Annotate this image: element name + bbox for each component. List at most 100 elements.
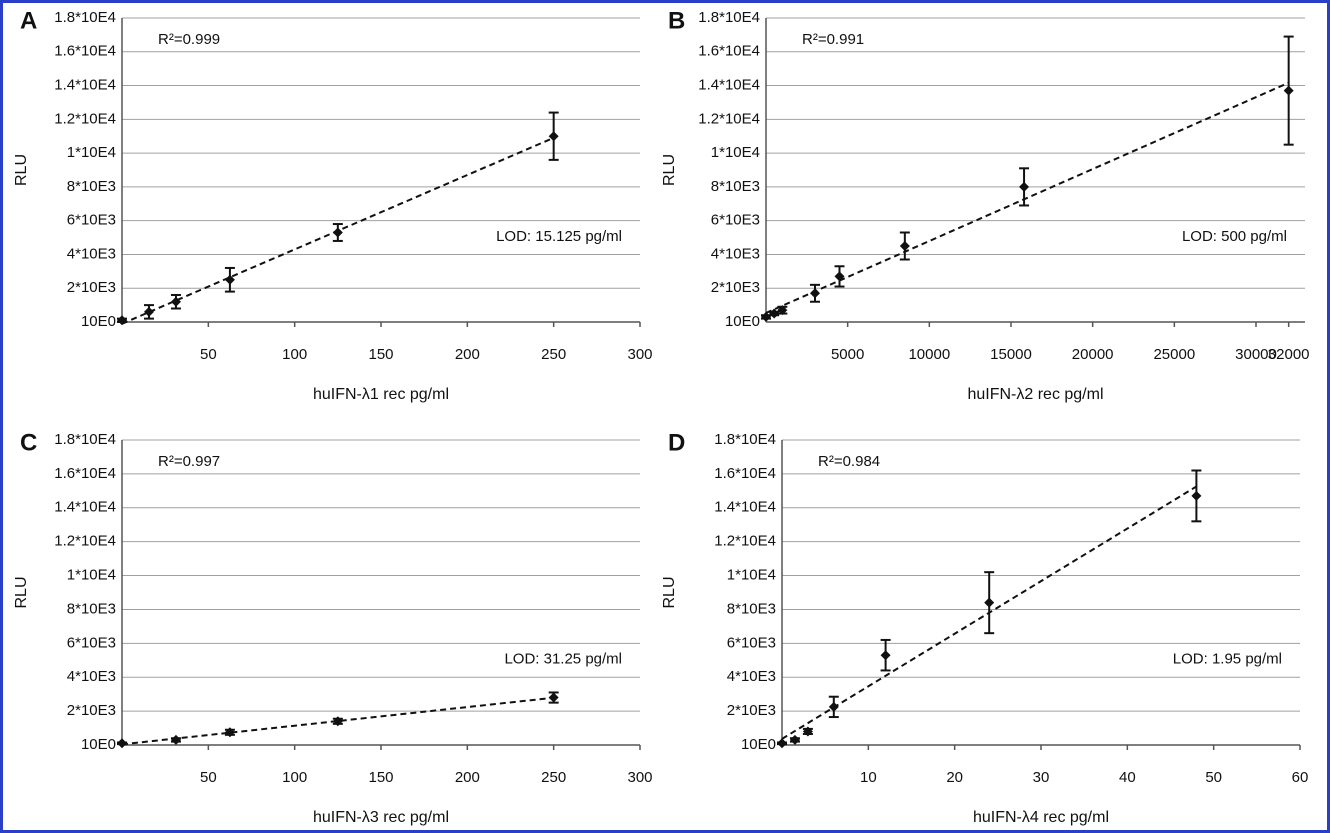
point — [224, 727, 235, 738]
annotation: LOD: 31.25 pg/ml — [504, 651, 622, 668]
point — [810, 288, 820, 299]
point — [834, 271, 845, 282]
point — [332, 227, 343, 238]
x-tick-label: 10 — [860, 769, 877, 786]
panel-label: C — [20, 429, 37, 456]
point — [789, 734, 800, 745]
point — [224, 274, 235, 285]
y-tick-label: 1.6*10E4 — [54, 43, 116, 60]
y-tick-label: 2*10E3 — [727, 702, 776, 719]
r2-label: R²=0.997 — [158, 453, 220, 470]
point — [1019, 181, 1030, 192]
point — [777, 738, 787, 749]
y-tick-label: 1.8*10E4 — [714, 431, 776, 448]
trendline — [765, 81, 1290, 314]
y-tick-label: 1*10E4 — [67, 144, 116, 161]
y-tick-label: 1.4*10E4 — [698, 77, 760, 94]
x-tick-label: 100 — [282, 346, 307, 363]
y-tick-label: 4*10E3 — [711, 245, 760, 262]
x-tick-label: 150 — [368, 769, 393, 786]
annotation: LOD: 15.125 pg/ml — [496, 228, 622, 245]
y-tick-label: 1.4*10E4 — [54, 77, 116, 94]
x-tick-label: 40 — [1119, 769, 1136, 786]
point — [332, 716, 343, 727]
panel-label: B — [668, 7, 685, 34]
x-axis-title: huIFN-λ2 rec pg/ml — [967, 386, 1103, 403]
x-axis-title: huIFN-λ1 rec pg/ml — [313, 386, 449, 403]
x-tick-label: 60 — [1292, 769, 1309, 786]
x-tick-label: 100 — [282, 769, 307, 786]
panel-label: A — [20, 7, 37, 34]
x-tick-label: 32000 — [1268, 346, 1310, 363]
y-tick-label: 1.8*10E4 — [54, 9, 116, 26]
point — [117, 315, 127, 326]
y-tick-label: 1.6*10E4 — [698, 43, 760, 60]
point — [117, 738, 127, 749]
r2-label: R²=0.991 — [802, 31, 864, 48]
y-tick-label: 6*10E3 — [711, 212, 760, 229]
point — [170, 296, 181, 307]
r2-label: R²=0.999 — [158, 31, 220, 48]
y-tick-label: 8*10E3 — [727, 600, 776, 617]
x-tick-label: 200 — [455, 346, 480, 363]
y-tick-label: 8*10E3 — [711, 178, 760, 195]
y-tick-label: 1.2*10E4 — [698, 110, 760, 127]
y-tick-label: 10E0 — [741, 736, 776, 753]
point — [984, 597, 995, 608]
y-tick-label: 10E0 — [725, 313, 760, 330]
y-tick-label: 1.4*10E4 — [714, 499, 776, 516]
x-tick-label: 30000 — [1235, 346, 1277, 363]
panel-label: D — [668, 429, 685, 456]
x-tick-label: 15000 — [990, 346, 1032, 363]
point — [880, 650, 891, 661]
y-tick-label: 10E0 — [81, 736, 116, 753]
y-tick-label: 4*10E3 — [727, 668, 776, 685]
y-tick-label: 1.4*10E4 — [54, 499, 116, 516]
x-tick-label: 300 — [627, 769, 652, 786]
y-tick-label: 6*10E3 — [727, 634, 776, 651]
point — [769, 308, 780, 319]
x-axis-title: huIFN-λ3 rec pg/ml — [313, 809, 449, 826]
x-tick-label: 200 — [455, 769, 480, 786]
trendline — [121, 696, 554, 746]
y-tick-label: 1.8*10E4 — [698, 9, 760, 26]
y-tick-label: 2*10E3 — [711, 279, 760, 296]
r2-label: R²=0.984 — [818, 453, 880, 470]
x-tick-label: 300 — [627, 346, 652, 363]
y-tick-label: 1.2*10E4 — [54, 533, 116, 550]
x-tick-label: 5000 — [831, 346, 864, 363]
x-tick-label: 20 — [946, 769, 963, 786]
y-axis-title: RLU — [13, 576, 30, 608]
x-tick-label: 50 — [200, 346, 217, 363]
point — [802, 726, 813, 737]
x-tick-label: 250 — [541, 769, 566, 786]
y-tick-label: 8*10E3 — [67, 600, 116, 617]
x-tick-label: 50 — [1205, 769, 1222, 786]
y-tick-label: 1.8*10E4 — [54, 431, 116, 448]
point — [548, 131, 559, 142]
y-tick-label: 1.2*10E4 — [54, 110, 116, 127]
x-tick-label: 250 — [541, 346, 566, 363]
x-tick-label: 50 — [200, 769, 217, 786]
y-tick-label: 10E0 — [81, 313, 116, 330]
point — [1283, 85, 1294, 96]
x-tick-label: 150 — [368, 346, 393, 363]
y-tick-label: 1*10E4 — [711, 144, 760, 161]
x-axis-title: huIFN-λ4 rec pg/ml — [973, 809, 1109, 826]
y-axis-title: RLU — [661, 576, 678, 608]
y-tick-label: 1.6*10E4 — [714, 465, 776, 482]
x-tick-label: 20000 — [1072, 346, 1114, 363]
y-tick-label: 1.6*10E4 — [54, 465, 116, 482]
y-tick-label: 4*10E3 — [67, 245, 116, 262]
y-tick-label: 2*10E3 — [67, 279, 116, 296]
point — [1191, 490, 1202, 501]
point — [548, 692, 559, 703]
point — [170, 734, 181, 745]
y-axis-title: RLU — [661, 154, 678, 186]
y-tick-label: 4*10E3 — [67, 668, 116, 685]
point — [761, 311, 771, 322]
y-axis-title: RLU — [13, 154, 30, 186]
y-tick-label: 8*10E3 — [67, 178, 116, 195]
y-tick-label: 2*10E3 — [67, 702, 116, 719]
